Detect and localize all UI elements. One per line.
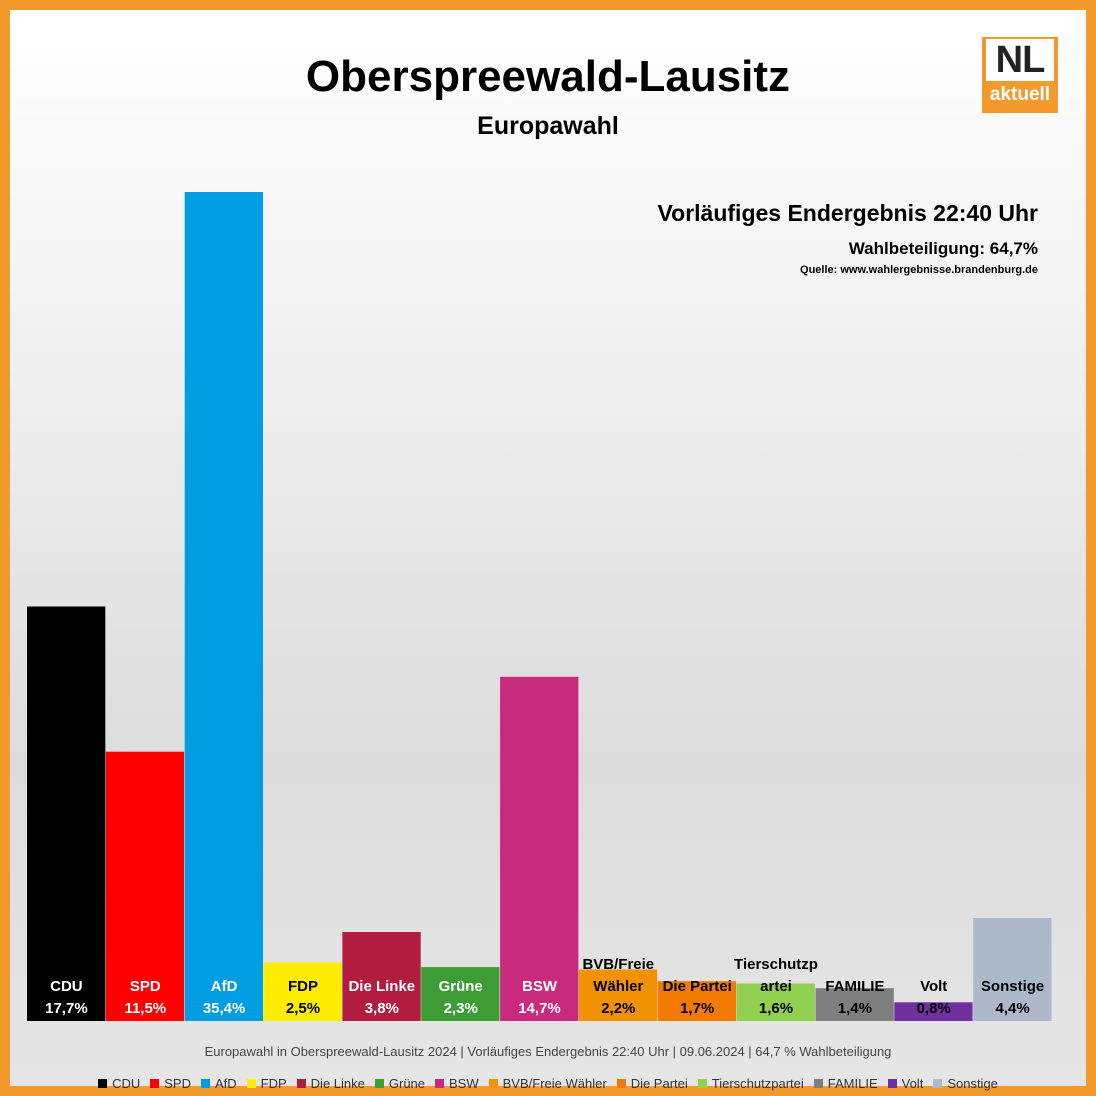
bar-name-label: Tierschutzp [734, 956, 818, 973]
legend-item: FDP [246, 1076, 287, 1091]
bar-value-label: 3,8% [365, 1000, 399, 1017]
legend-item: Volt [887, 1076, 924, 1091]
bar-familie [815, 988, 894, 1021]
bar-fdp [263, 962, 342, 1021]
bar-name-label: BSW [522, 978, 558, 995]
bar-name-label: FAMILIE [825, 978, 884, 995]
legend-label: FAMILIE [827, 1076, 878, 1091]
result-status: Vorläufiges Endergebnis 22:40 Uhr [657, 200, 1038, 226]
legend-label: Die Partei [630, 1076, 688, 1091]
legend-swatch [813, 1079, 823, 1088]
legend-item: BVB/Freie Wähler [488, 1076, 607, 1091]
bar-name-label: Die Linke [348, 978, 415, 995]
nl-aktuell-logo: NL aktuell [982, 37, 1058, 113]
bar-bsw [500, 676, 579, 1021]
bar-cdu [27, 606, 106, 1021]
bar-name-label: Volt [920, 978, 947, 995]
legend-label: Tierschutzpartei [711, 1076, 804, 1091]
legend-label: AfD [215, 1076, 237, 1091]
bar-value-label: 17,7% [45, 1000, 88, 1017]
bar-name-label: CDU [50, 978, 83, 995]
bar-name-label: Grüne [439, 978, 483, 995]
bar-value-label: 2,5% [286, 1000, 320, 1017]
legend-label: BSW [449, 1076, 479, 1091]
bar-die-linke [342, 932, 421, 1021]
bar-name-label: BVB/Freie [582, 956, 654, 973]
legend-label: Grüne [388, 1076, 426, 1091]
legend-swatch [933, 1079, 943, 1088]
bar-volt [894, 1002, 973, 1021]
bar-name-label: Die Partei [663, 978, 732, 995]
legend-swatch [887, 1079, 897, 1088]
legend-label: CDU [112, 1076, 141, 1091]
legend-label: FDP [260, 1076, 287, 1091]
bar-name-label: Wähler [593, 978, 643, 995]
legend-item: SPD [150, 1076, 191, 1091]
legend-swatch [98, 1079, 108, 1088]
bar-chart: CDU 17,7% SPD 11,5% AfD 35,4% FDP 2,5% Die Linke… [27, 192, 1052, 1021]
legend-item: Sonstige [933, 1076, 998, 1091]
chart-legend: CDU SPD AfD FDP Die Linke Grüne BSW BVB/Freie W… [10, 1076, 1086, 1091]
bar-name-label: artei [760, 978, 792, 995]
turnout-label: Wahlbeteiligung: 64,7% [848, 239, 1038, 258]
legend-item: Die Partei [616, 1076, 688, 1091]
bar-value-label: 1,4% [838, 1000, 872, 1017]
bar-sonstige [973, 918, 1052, 1021]
chart-subtitle: Europawahl [477, 112, 619, 140]
legend-item: AfD [201, 1076, 237, 1091]
legend-swatch [246, 1079, 256, 1088]
bar-value-label: 2,2% [601, 1000, 635, 1017]
legend-swatch [488, 1079, 498, 1088]
legend-item: Grüne [374, 1076, 426, 1091]
bar-bvb-freie-w-hler [578, 969, 658, 1021]
bar-value-label: 0,8% [917, 1000, 951, 1017]
chart-title: Oberspreewald-Lausitz [305, 52, 791, 101]
legend-item: CDU [98, 1076, 140, 1091]
chart-footer: Europawahl in Oberspreewald-Lausitz 2024… [204, 1044, 892, 1059]
legend-label: Sonstige [947, 1076, 998, 1091]
legend-item: FAMILIE [813, 1076, 878, 1091]
bar-value-label: 4,4% [995, 1000, 1029, 1017]
legend-swatch [616, 1079, 626, 1088]
legend-swatch [201, 1079, 210, 1088]
bar-name-label: FDP [288, 978, 318, 995]
bar-value-label: 1,6% [759, 1000, 793, 1017]
bar-value-label: 35,4% [203, 1000, 246, 1017]
bar-value-label: 2,3% [444, 1000, 478, 1017]
legend-item: Tierschutzpartei [697, 1076, 804, 1091]
legend-swatch [435, 1079, 445, 1088]
bar-gr-ne [421, 967, 500, 1021]
source-label: Quelle: www.wahlergebnisse.brandenburg.d… [800, 264, 1038, 276]
bar-tierschutzpartei [736, 983, 815, 1021]
legend-label: BVB/Freie Wähler [502, 1076, 607, 1091]
bar-name-label: AfD [211, 978, 238, 995]
legend-swatch [697, 1079, 707, 1088]
bar-afd [184, 192, 263, 1021]
legend-label: SPD [164, 1076, 191, 1091]
legend-swatch [150, 1079, 160, 1088]
legend-item: Die Linke [296, 1076, 365, 1091]
legend-label: Volt [901, 1076, 924, 1091]
bar-die-partei [657, 981, 737, 1021]
logo-aktuell-text: aktuell [989, 84, 1051, 105]
legend-label: Die Linke [310, 1076, 365, 1091]
bar-value-label: 1,7% [680, 1000, 714, 1017]
legend-item: BSW [435, 1076, 479, 1091]
logo-nl-text: NL [986, 39, 1054, 81]
bar-name-label: SPD [130, 978, 161, 995]
bar-value-label: 14,7% [518, 1000, 561, 1017]
legend-swatch [296, 1079, 306, 1088]
bar-value-label: 11,5% [124, 1000, 166, 1017]
bar-spd [105, 751, 185, 1021]
legend-swatch [374, 1079, 384, 1088]
bar-name-label: Sonstige [981, 978, 1044, 995]
